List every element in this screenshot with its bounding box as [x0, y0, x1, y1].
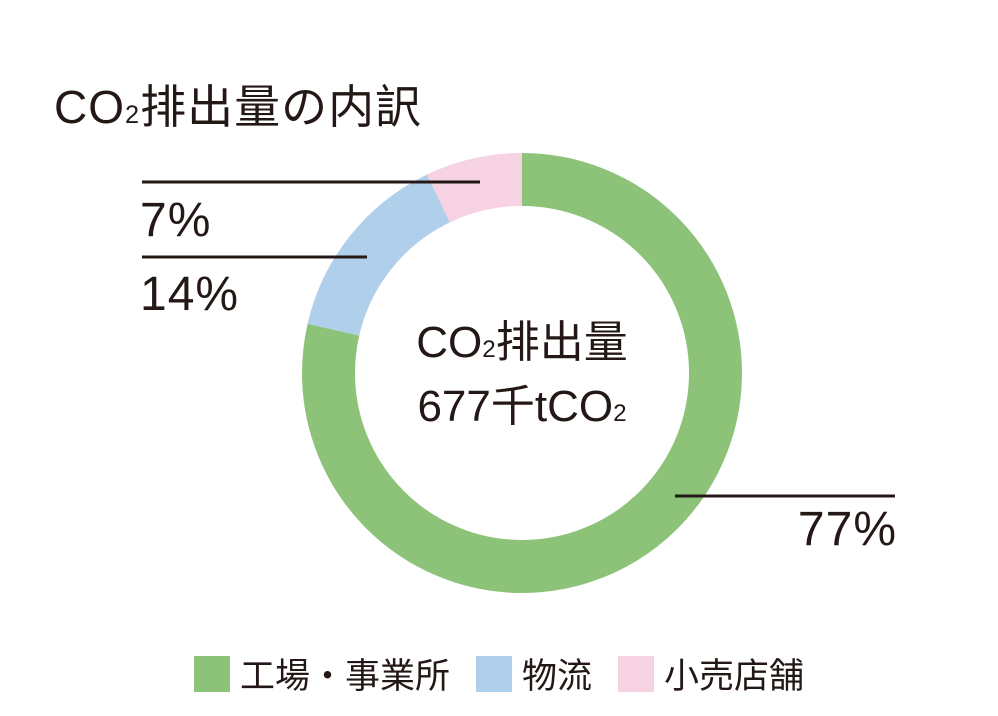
legend-label-retail: 小売店舗: [664, 657, 805, 696]
legend-item-factories: 工場・事業所: [193, 648, 450, 699]
legend-swatch-factories: [193, 655, 230, 692]
legend: 工場・事業所 物流 小売店舗: [0, 648, 998, 699]
title-text-rest: 排出量の内訳: [140, 80, 423, 133]
subscript-2: 2: [482, 336, 496, 363]
center-label-line2: 677千tCO2: [416, 375, 627, 439]
title-text: CO: [54, 80, 125, 133]
donut-center-label: CO2排出量 677千tCO2: [416, 311, 627, 439]
legend-label-logistics: 物流: [521, 657, 592, 696]
center-label-line1: CO2排出量: [416, 311, 627, 375]
legend-item-retail: 小売店舗: [618, 648, 804, 699]
subscript-2: 2: [125, 100, 141, 129]
page-title: CO2排出量の内訳: [54, 71, 422, 137]
center-line1-text: CO: [416, 318, 483, 367]
callout-label-retail: 7%: [140, 194, 212, 247]
center-line1-text-rest: 排出量: [495, 318, 628, 367]
legend-label-factories: 工場・事業所: [239, 657, 450, 696]
donut-segment-retail: [302, 153, 742, 593]
legend-swatch-logistics: [475, 655, 512, 692]
center-line2-text: 677千tCO: [417, 381, 614, 431]
subscript-2: 2: [613, 399, 627, 427]
callout-label-logistics: 14%: [140, 268, 240, 321]
callout-label-factories: 77%: [797, 503, 897, 556]
legend-swatch-retail: [618, 655, 654, 692]
legend-item-logistics: 物流: [475, 648, 592, 699]
